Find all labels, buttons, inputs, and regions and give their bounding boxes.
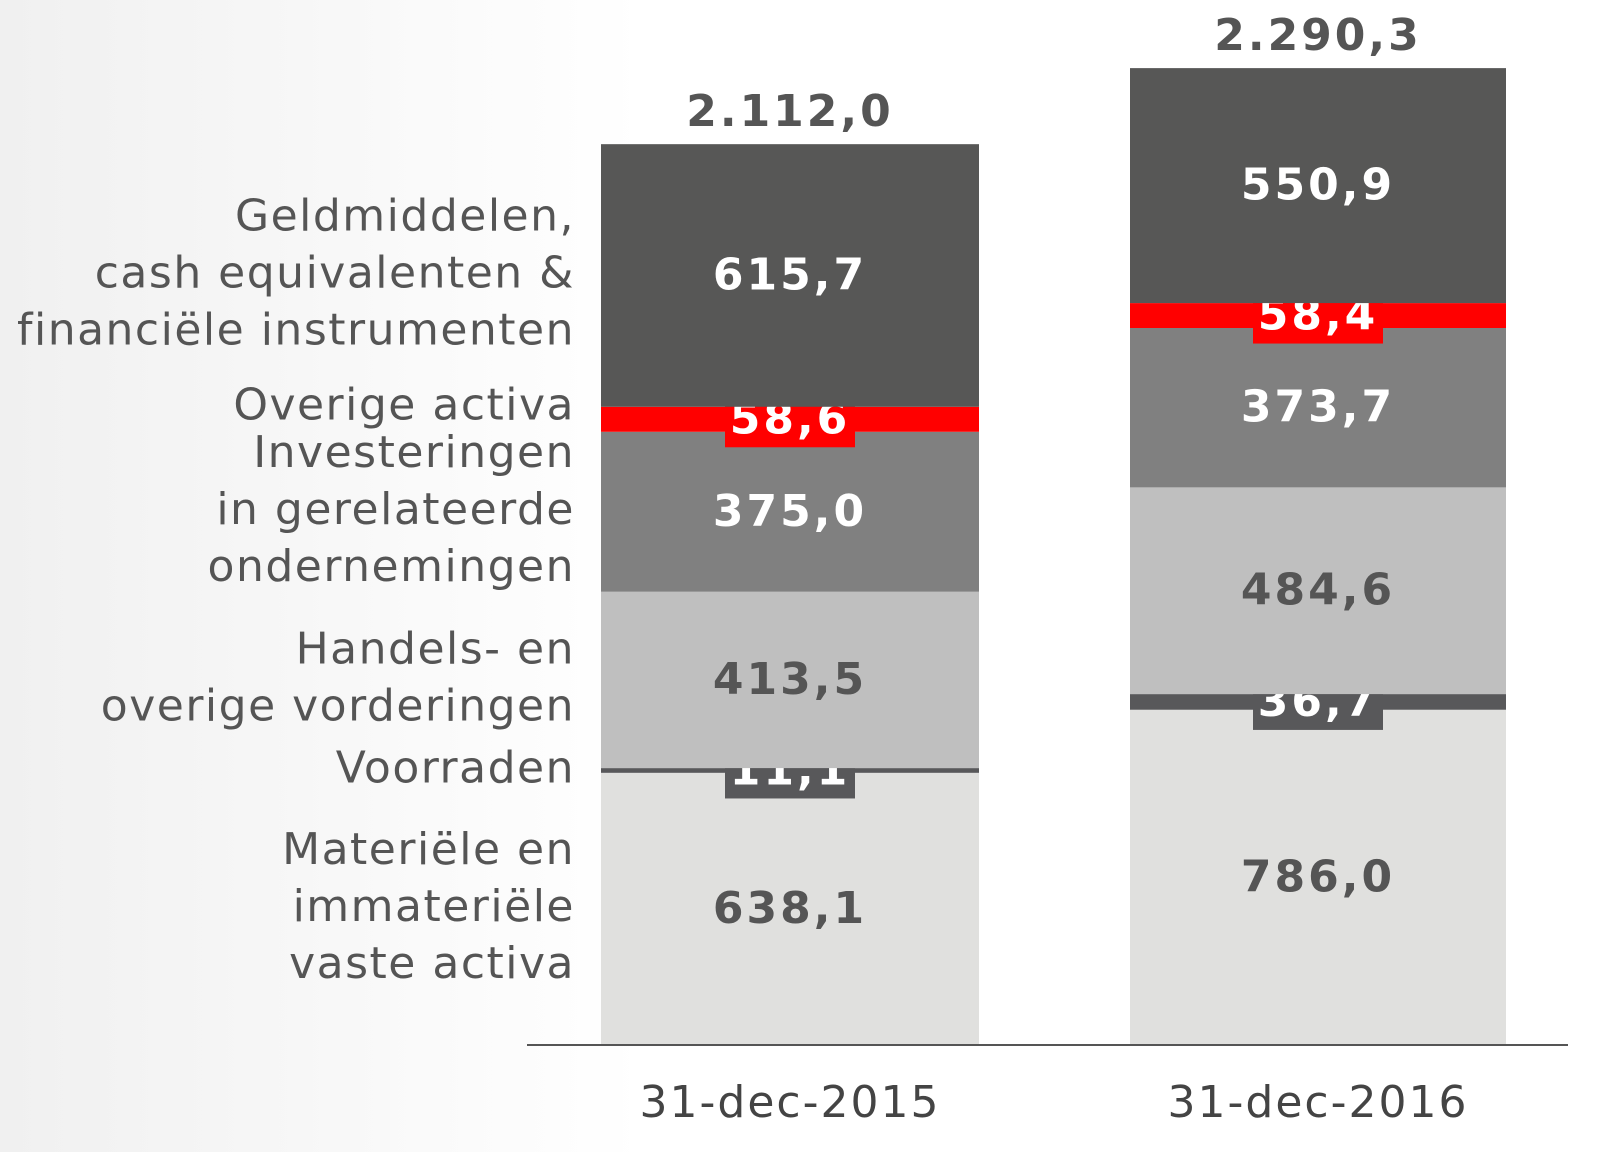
bar-segment bbox=[1130, 487, 1506, 695]
bar-segment bbox=[601, 591, 979, 769]
legend-label: Overige activa bbox=[233, 379, 575, 430]
bar-segment bbox=[601, 144, 979, 407]
legend-label-line: Overige activa bbox=[233, 379, 575, 430]
value-label: 373,7 bbox=[1241, 382, 1395, 433]
value-label: 615,7 bbox=[713, 249, 867, 300]
value-label: 550,9 bbox=[1241, 160, 1395, 211]
value-label: 375,0 bbox=[713, 486, 867, 537]
legend-label-line: ondernemingen bbox=[208, 541, 575, 592]
legend-label-line: Investeringen bbox=[253, 427, 575, 478]
legend-label-line: overige vorderingen bbox=[101, 680, 575, 731]
bar-segment bbox=[601, 431, 979, 592]
bar-segment bbox=[601, 772, 979, 1045]
legend-label: Materiële en immateriële vaste activa bbox=[282, 824, 575, 989]
legend-label-line: vaste activa bbox=[289, 938, 575, 989]
value-label: 638,1 bbox=[713, 883, 867, 934]
legend-label-line: cash equivalenten & bbox=[95, 247, 575, 298]
legend-label-line: immateriële bbox=[293, 881, 575, 932]
legend-label: Voorraden bbox=[336, 742, 575, 793]
value-label: 413,5 bbox=[713, 654, 867, 705]
value-label: 484,6 bbox=[1241, 565, 1395, 616]
total-label: 2.290,3 bbox=[1214, 10, 1422, 61]
bar-segment bbox=[1130, 328, 1506, 488]
x-tick-label: 31-dec-2016 bbox=[1168, 1077, 1469, 1128]
legend-label-line: Voorraden bbox=[336, 742, 575, 793]
legend-label: Investeringen in gerelateerde onderneminge… bbox=[208, 427, 575, 592]
legend-label: Handels- en overige vorderingen bbox=[101, 623, 575, 731]
bar-segment bbox=[1130, 68, 1506, 304]
x-tick-label: 31-dec-2015 bbox=[640, 1077, 941, 1128]
bar-segment bbox=[1130, 709, 1506, 1045]
legend-label-line: Geldmiddelen, bbox=[235, 190, 575, 241]
legend-label-line: Materiële en bbox=[282, 824, 575, 875]
total-label: 2.112,0 bbox=[686, 86, 894, 137]
legend-label-line: financiële instrumenten bbox=[17, 304, 575, 355]
legend-label-line: in gerelateerde bbox=[216, 484, 575, 535]
legend-label-line: Handels- en bbox=[296, 623, 575, 674]
value-label: 786,0 bbox=[1241, 851, 1395, 902]
legend-label: Geldmiddelen, cash equivalenten & financië… bbox=[17, 190, 575, 355]
